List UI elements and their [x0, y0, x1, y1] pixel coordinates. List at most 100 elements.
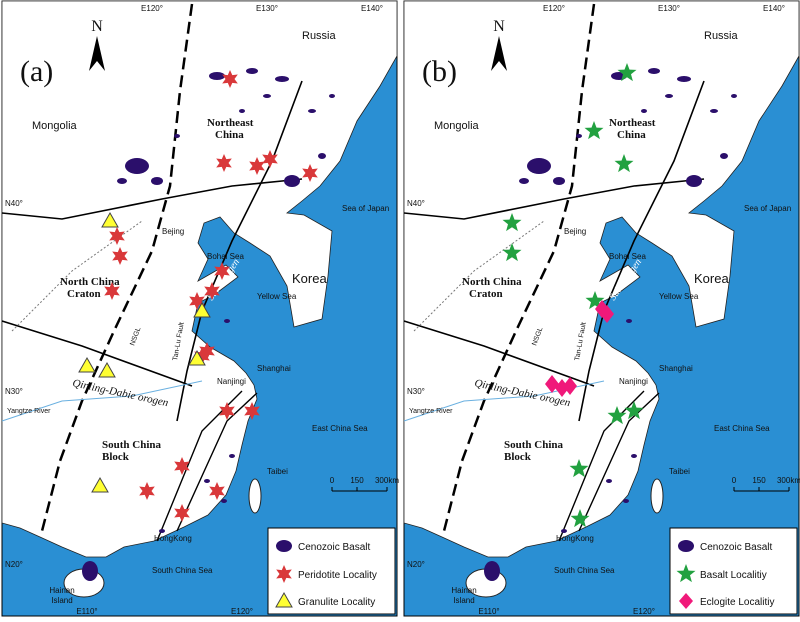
legend-label: Peridotite Locality: [298, 570, 377, 581]
place-label: Island: [453, 596, 474, 605]
place-label: Taibei: [267, 467, 288, 476]
fault: [578, 392, 660, 532]
basalt: [159, 529, 165, 533]
place-label: Nanjingi: [619, 377, 648, 386]
longitude-label: E140°: [361, 4, 383, 13]
longitude-label: E120°: [543, 4, 565, 13]
region-label: North China: [462, 276, 522, 288]
fault: [176, 392, 258, 532]
place-label: Shanghai: [659, 364, 693, 373]
scale-label: 0: [732, 476, 737, 485]
basalt: [686, 175, 702, 187]
granulite-triangle: [188, 349, 206, 366]
region-label: Block: [102, 451, 130, 463]
longitude-label: E120°: [231, 607, 253, 616]
basalt: [239, 109, 245, 113]
basalt: [174, 134, 180, 138]
longitude-label: E140°: [763, 4, 785, 13]
basalt: [82, 561, 98, 581]
place-label: Yellow Sea: [257, 292, 297, 301]
basalt: [677, 76, 691, 82]
eclogite-diamond: [563, 377, 577, 395]
locality-star: [174, 457, 190, 475]
place-label: Nanjingi: [217, 377, 246, 386]
latitude-label: N40°: [5, 199, 23, 208]
granulite-triangle: [193, 301, 211, 318]
longitude-label: E120°: [633, 607, 655, 616]
basalt: [224, 319, 230, 323]
basalt: [720, 153, 728, 159]
taiwan: [248, 478, 262, 514]
tanlu-fault: [176, 80, 303, 422]
basalt: [648, 68, 660, 74]
place-label: Shanghai: [257, 364, 291, 373]
basalt: [665, 94, 673, 98]
region-label: Northeast: [207, 117, 254, 129]
basalt: [626, 319, 632, 323]
region-label: Northeast: [609, 117, 656, 129]
basalt: [117, 178, 127, 184]
locality-star: [222, 70, 238, 88]
locality-star: [204, 282, 220, 300]
locality-star: [570, 509, 590, 528]
north-arrow: [491, 36, 507, 71]
place-label: Bohai Sea: [609, 252, 646, 261]
locality-star: [194, 347, 210, 365]
locality-star: [109, 227, 125, 245]
place-label: Russia: [302, 30, 337, 42]
basalt: [731, 94, 737, 98]
nsgl-line: [442, 3, 596, 532]
locality-star: [139, 482, 155, 500]
legend-star: [676, 564, 696, 583]
fault: [1, 320, 193, 387]
longitude-label: E130°: [658, 4, 680, 13]
land: [1, 0, 398, 558]
locality-star: [607, 406, 627, 425]
locality-star: [174, 504, 190, 522]
place-label: HongKong: [556, 534, 594, 543]
nsgl-line: [40, 3, 194, 532]
map-panel: (a) N E120° E130° E140° E110° E120° N40° N30° N20…: [1, 0, 399, 617]
locality-star: [585, 291, 605, 310]
basalt: [221, 499, 227, 503]
latitude-label: N30°: [5, 387, 23, 396]
place-label: East China Sea: [714, 424, 770, 433]
basalt: [527, 158, 551, 174]
basalt: [308, 109, 316, 113]
place-label: Russia: [704, 30, 739, 42]
latitude-label: N20°: [407, 560, 425, 569]
dotted-line: [11, 220, 143, 332]
locality-star: [614, 154, 634, 173]
border: [1, 178, 303, 220]
longitude-label: E110°: [478, 607, 499, 616]
latitude-label: N30°: [407, 387, 425, 396]
place-label: Bejing: [162, 227, 184, 236]
place-label: Mongolia: [434, 120, 480, 132]
scale-label: 150: [752, 476, 766, 485]
tanlu-fault: [578, 80, 705, 422]
region-label: North China: [60, 276, 120, 288]
basalt: [553, 177, 565, 185]
locality-star: [262, 150, 278, 168]
border: [403, 178, 705, 220]
basalt: [710, 109, 718, 113]
river: [1, 380, 203, 422]
eclogite-diamond: [600, 305, 614, 323]
basalt: [284, 175, 300, 187]
legend-label: Basalt Localitiy: [700, 570, 767, 581]
granulite-triangle: [98, 361, 116, 378]
place-label: Hainan: [49, 586, 74, 595]
place-label: Island: [51, 596, 72, 605]
place-label: Korea: [694, 271, 729, 286]
basalt: [576, 134, 582, 138]
land: [403, 0, 800, 558]
panel-label: (a): [20, 55, 53, 88]
locality-star: [104, 282, 120, 300]
legend-diamond: [679, 593, 693, 609]
fault: [558, 390, 645, 542]
scale-label: 300km: [777, 476, 800, 485]
place-label: Bejing: [564, 227, 586, 236]
locality-star: [502, 243, 522, 262]
locality-star: [199, 342, 215, 360]
